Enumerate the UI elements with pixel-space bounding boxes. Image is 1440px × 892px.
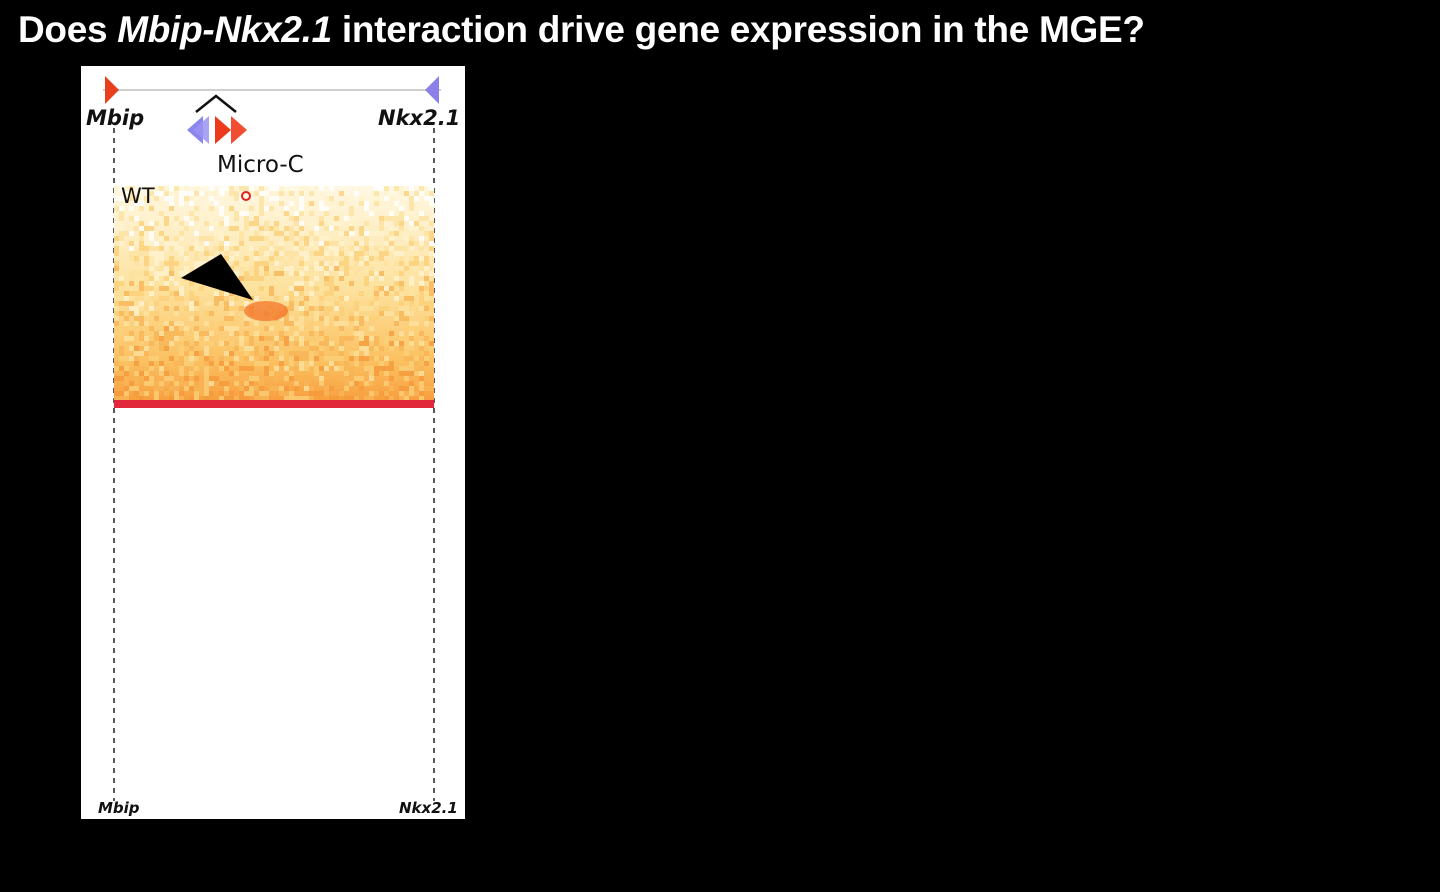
slide-title: Does Mbip-Nkx2.1 interaction drive gene … bbox=[18, 8, 1145, 52]
title-suffix: interaction drive gene expression in the… bbox=[331, 9, 1145, 50]
bottom-nkx21-label: Nkx2.1 bbox=[399, 799, 458, 817]
mbip-gene-marker bbox=[105, 76, 119, 104]
figure-graphics bbox=[103, 76, 441, 801]
micro-c-heatmap bbox=[114, 186, 434, 408]
micro-c-figure-panel: Mbip Nkx2.1 Micro-C WT Mbip Nkx2.1 bbox=[81, 66, 465, 819]
title-gene: Mbip-Nkx2.1 bbox=[117, 9, 332, 50]
nkx21-label: Nkx2.1 bbox=[378, 106, 461, 130]
wt-condition-label: WT bbox=[121, 184, 155, 208]
micro-c-label: Micro-C bbox=[217, 152, 304, 178]
interaction-arc-icon bbox=[195, 94, 237, 113]
nkx21-gene-marker bbox=[425, 76, 439, 104]
ctcf-sites-icon bbox=[187, 116, 247, 144]
mbip-label: Mbip bbox=[86, 106, 145, 130]
contact-arrowhead-icon bbox=[181, 254, 253, 300]
bottom-mbip-label: Mbip bbox=[98, 799, 140, 817]
title-prefix: Does bbox=[18, 9, 118, 50]
